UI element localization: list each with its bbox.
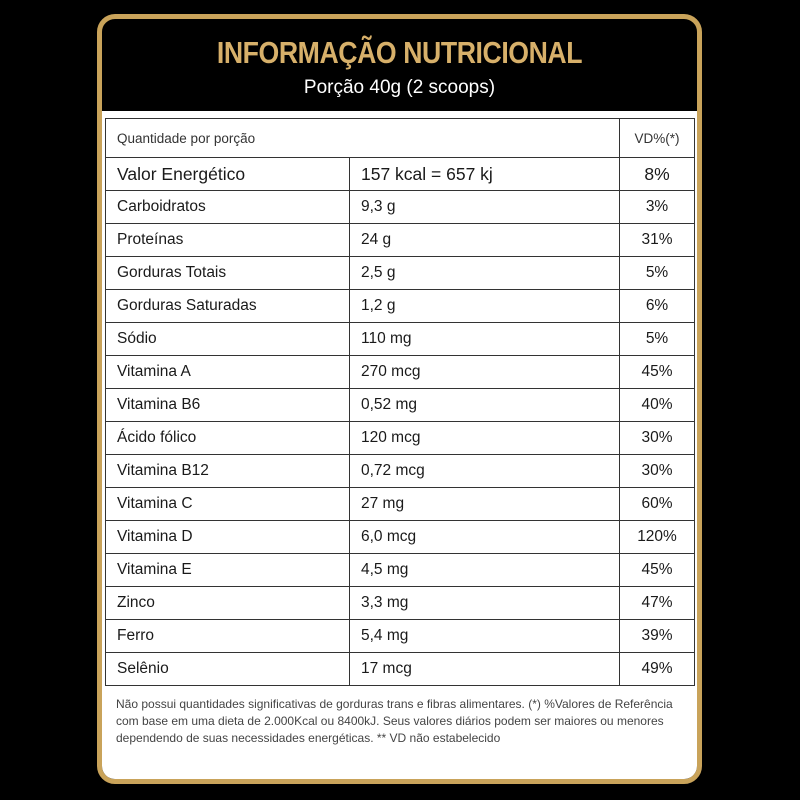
nutrient-name: Vitamina B12 (105, 454, 350, 488)
nutrient-name: Carboidratos (105, 190, 350, 224)
nutrient-vd: 45% (619, 355, 696, 389)
table-row: Zinco 3,3 mg 47% (105, 586, 696, 620)
nutrient-vd: 6% (619, 289, 696, 323)
nutrient-amount: 120 mcg (348, 421, 621, 455)
nutrient-vd: 5% (619, 256, 696, 290)
nutrient-name: Ferro (105, 619, 350, 653)
nutrient-name: Ácido fólico (105, 421, 350, 455)
nutrient-vd: 8% (619, 157, 696, 191)
table-row: Vitamina C 27 mg 60% (105, 487, 696, 521)
footnote: Não possui quantidades significativas de… (116, 697, 673, 745)
nutrient-name: Valor Energético (105, 157, 350, 191)
serving-size: Porção 40g (2 scoops) (303, 77, 496, 98)
nutrient-name: Vitamina B6 (105, 388, 350, 422)
header-vd-label: VD%(*) (619, 118, 696, 158)
table-row: Selênio 17 mcg 49% (105, 652, 696, 686)
nutrient-name: Vitamina E (105, 553, 350, 587)
nutrient-vd: 5% (619, 322, 696, 356)
nutrient-name: Selênio (105, 652, 350, 686)
table-row: Vitamina B12 0,72 mcg 30% (105, 454, 696, 488)
nutrient-amount: 6,0 mcg (348, 520, 621, 554)
nutrient-amount: 5,4 mg (348, 619, 621, 653)
table-row: Vitamina E 4,5 mg 45% (105, 553, 696, 587)
nutrition-table: Quantidade por porção VD%(*) Valor Energ… (104, 118, 696, 686)
nutrient-vd: 30% (619, 421, 696, 455)
nutrient-vd: 3% (619, 190, 696, 224)
nutrient-name: Vitamina C (105, 487, 350, 521)
nutrient-amount: 17 mcg (348, 652, 621, 686)
nutrient-amount: 27 mg (348, 487, 621, 521)
table-row: Carboidratos 9,3 g 3% (105, 190, 696, 224)
nutrient-vd: 49% (619, 652, 696, 686)
nutrient-amount: 3,3 mg (348, 586, 621, 620)
nutrient-amount: 4,5 mg (348, 553, 621, 587)
nutrient-name: Gorduras Totais (105, 256, 350, 290)
nutrient-vd: 120% (619, 520, 696, 554)
label-header: INFORMAÇÃO NUTRICIONAL Porção 40g (2 sco… (102, 19, 697, 111)
nutrition-label-frame: INFORMAÇÃO NUTRICIONAL Porção 40g (2 sco… (97, 14, 702, 784)
table-row: Vitamina D 6,0 mcg 120% (105, 520, 696, 554)
nutrient-name: Vitamina D (105, 520, 350, 554)
table-row: Ferro 5,4 mg 39% (105, 619, 696, 653)
nutrient-amount: 270 mcg (348, 355, 621, 389)
nutrient-amount: 24 g (348, 223, 621, 257)
table-row: Vitamina B6 0,52 mg 40% (105, 388, 696, 422)
table-row: Ácido fólico 120 mcg 30% (105, 421, 696, 455)
label-title: INFORMAÇÃO NUTRICIONAL (216, 35, 583, 70)
nutrient-vd: 60% (619, 487, 696, 521)
table-header-row: Quantidade por porção VD%(*) (104, 118, 696, 158)
nutrition-panel: Quantidade por porção VD%(*) Valor Energ… (102, 111, 697, 779)
nutrient-amount: 2,5 g (348, 256, 621, 290)
nutrient-vd: 45% (619, 553, 696, 587)
header-quantity-label: Quantidade por porção (104, 118, 621, 158)
nutrient-vd: 30% (619, 454, 696, 488)
table-row: Proteínas 24 g 31% (105, 223, 696, 257)
nutrient-name: Sódio (105, 322, 350, 356)
nutrient-amount: 157 kcal = 657 kj (348, 157, 621, 191)
nutrient-vd: 31% (619, 223, 696, 257)
nutrient-name: Proteínas (105, 223, 350, 257)
table-row: Gorduras Totais 2,5 g 5% (105, 256, 696, 290)
nutrient-amount: 9,3 g (348, 190, 621, 224)
table-row: Sódio 110 mg 5% (105, 322, 696, 356)
nutrient-amount: 110 mg (348, 322, 621, 356)
nutrient-vd: 40% (619, 388, 696, 422)
nutrient-amount: 1,2 g (348, 289, 621, 323)
nutrient-vd: 47% (619, 586, 696, 620)
nutrient-vd: 39% (619, 619, 696, 653)
nutrient-name: Gorduras Saturadas (105, 289, 350, 323)
nutrient-name: Zinco (105, 586, 350, 620)
table-row: Gorduras Saturadas 1,2 g 6% (105, 289, 696, 323)
nutrient-amount: 0,72 mcg (348, 454, 621, 488)
table-row: Vitamina A 270 mcg 45% (105, 355, 696, 389)
table-row: Valor Energético 157 kcal = 657 kj 8% (105, 157, 696, 191)
nutrient-name: Vitamina A (105, 355, 350, 389)
nutrient-amount: 0,52 mg (348, 388, 621, 422)
